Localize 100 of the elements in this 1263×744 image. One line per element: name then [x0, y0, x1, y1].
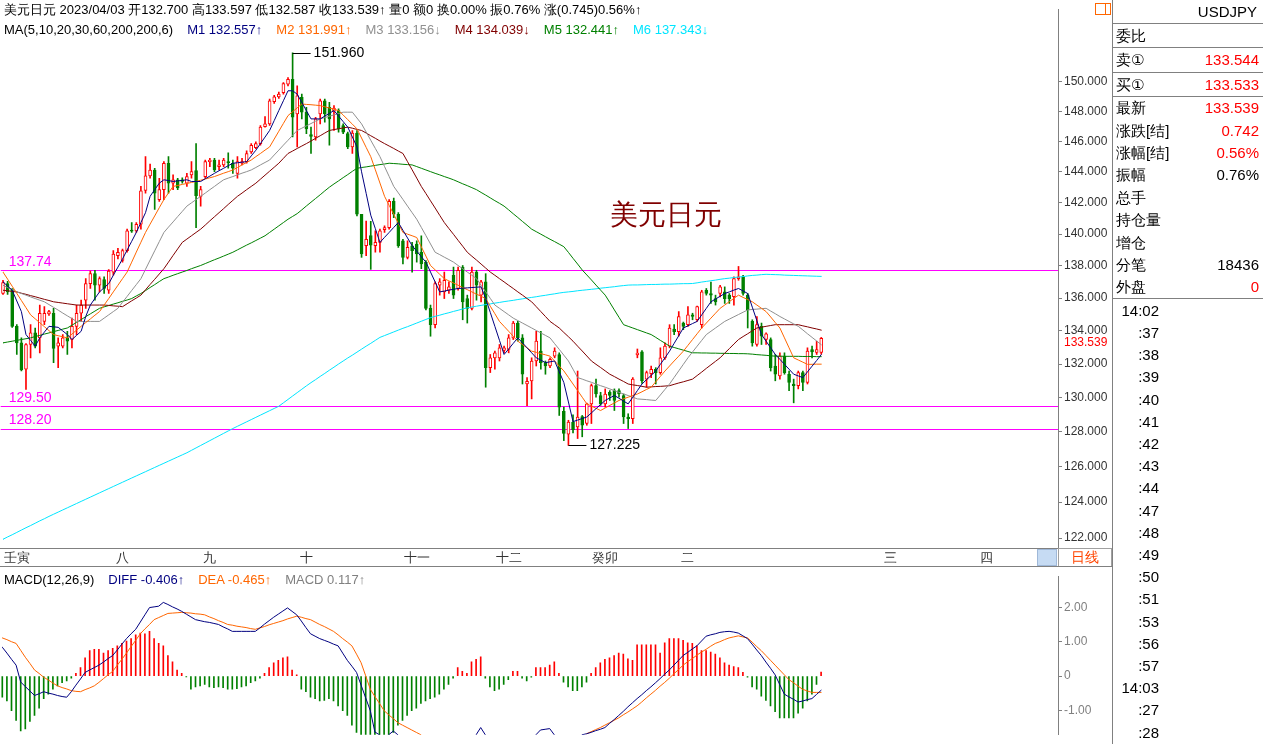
candlestick: [676, 311, 681, 337]
candlestick: [649, 365, 653, 378]
text: :27: [1137, 700, 1159, 721]
candlestick: [382, 225, 387, 233]
candlestick: [309, 126, 313, 154]
candlestick: [111, 250, 116, 276]
ref-line-label: 129.50: [8, 389, 52, 406]
category-label: 卖①: [1116, 50, 1145, 71]
text: M3 133.156↓: [365, 21, 441, 38]
candlestick: [686, 306, 690, 327]
category-label: 涨跌[结]: [1116, 120, 1170, 141]
x-tick-label: 壬寅: [3, 550, 30, 566]
candlestick: [727, 293, 732, 304]
y-tick-label: 130.000: [1064, 390, 1108, 405]
candlestick: [516, 321, 520, 342]
text: 0.76%: [1216, 166, 1259, 184]
candlestick: [157, 177, 162, 202]
y-tick-label: 142.000: [1064, 195, 1108, 210]
candlestick: [24, 343, 28, 390]
candlestick: [787, 370, 791, 391]
candlestick: [93, 269, 97, 301]
candlestick: [819, 337, 824, 355]
x-tick-label: 八: [116, 550, 130, 566]
candlestick: [139, 186, 143, 230]
text: :40: [1137, 389, 1159, 410]
x-tick-label: 十: [299, 550, 313, 566]
candlestick: [263, 116, 267, 128]
y-tick-label: 144.000: [1064, 164, 1108, 179]
category-label: 振幅: [1116, 165, 1146, 186]
text: :50: [1137, 567, 1159, 588]
legend-title: MACD(12,26,9): [4, 571, 95, 588]
text: :28: [1137, 722, 1159, 743]
text: :37: [1137, 323, 1159, 343]
chart-title: 美元日元 2023/04/03 开132.700 高133.597 低132.587 收133.539↑ 量0 额0 换0.00% 振0.76% 涨(0.745)0.56%↑: [4, 1, 642, 18]
y-tick-label: 148.000: [1064, 103, 1108, 118]
text: :57: [1137, 656, 1159, 676]
candlestick: [672, 324, 676, 335]
text: 14:03: [1120, 678, 1159, 699]
candlestick: [194, 143, 198, 228]
candlestick: [368, 221, 373, 270]
candlestick: [152, 167, 157, 210]
text: :51: [1137, 589, 1159, 610]
candlestick: [557, 352, 562, 416]
candlestick: [525, 377, 529, 406]
category-label: 分笔: [1116, 255, 1146, 275]
candlestick: [345, 131, 350, 149]
text: M6 137.343↓: [632, 21, 709, 38]
candlestick: [116, 248, 120, 260]
candlestick: [295, 85, 300, 148]
text: 0.742: [1221, 121, 1259, 139]
text: :53: [1137, 611, 1159, 632]
y-tick-label: -1.00: [1064, 702, 1092, 717]
series-label: DIFF -0.406↑: [108, 571, 185, 588]
candlestick: [83, 278, 88, 309]
candlestick: [814, 340, 819, 355]
category-label: 买①: [1116, 74, 1145, 95]
candlestick: [148, 163, 152, 179]
y-tick-label: 0: [1064, 668, 1071, 683]
y-tick-label: 124.000: [1064, 494, 1108, 509]
candlestick: [254, 141, 258, 149]
candlestick: [276, 91, 281, 99]
text: 18436: [1217, 256, 1259, 273]
text: 133.539: [1204, 99, 1259, 117]
candlestick: [488, 354, 493, 373]
text: M1 132.557↑: [187, 21, 263, 38]
candlestick: [162, 161, 166, 200]
text: :42: [1137, 434, 1159, 454]
candlestick: [203, 159, 208, 179]
y-tick-label: 150.000: [1064, 73, 1108, 88]
candlestick: [594, 378, 598, 398]
annotation: MACD 0.117↑: [285, 571, 366, 588]
candlestick: [718, 284, 722, 298]
category-label: 外盘: [1116, 277, 1146, 298]
candlestick: [249, 143, 254, 154]
y-tick-label: 1.00: [1064, 634, 1088, 649]
x-tick-label: 四: [980, 550, 994, 566]
candlestick: [129, 222, 134, 233]
candlestick: [272, 94, 277, 104]
y-tick-label: 128.000: [1064, 424, 1108, 439]
y-tick-label: 140.000: [1064, 226, 1108, 241]
x-tick-label: 癸卯: [592, 550, 619, 566]
candlestick: [709, 281, 713, 304]
text: :47: [1137, 500, 1159, 521]
y-tick-label: 122.000: [1064, 530, 1108, 545]
y-tick-label: 132.000: [1064, 356, 1108, 371]
candlestick: [433, 281, 437, 329]
category-label: 持仓量: [1116, 210, 1161, 231]
legend-title: MA(5,10,20,30,60,200,200,6): [4, 21, 174, 38]
candlestick: [465, 294, 470, 324]
candlestick: [571, 414, 575, 434]
text: M2 131.991↑: [276, 21, 352, 38]
text: USDJPY: [1113, 0, 1263, 24]
x-tick-label: 九: [203, 550, 217, 566]
text: DEA -0.465↑: [198, 571, 272, 588]
candlestick: [699, 289, 704, 329]
candlestick: [14, 324, 19, 355]
candlestick: [47, 309, 51, 316]
x-tick-label: 十一: [403, 550, 430, 566]
text: :56: [1137, 633, 1159, 654]
text: :39: [1137, 367, 1159, 388]
